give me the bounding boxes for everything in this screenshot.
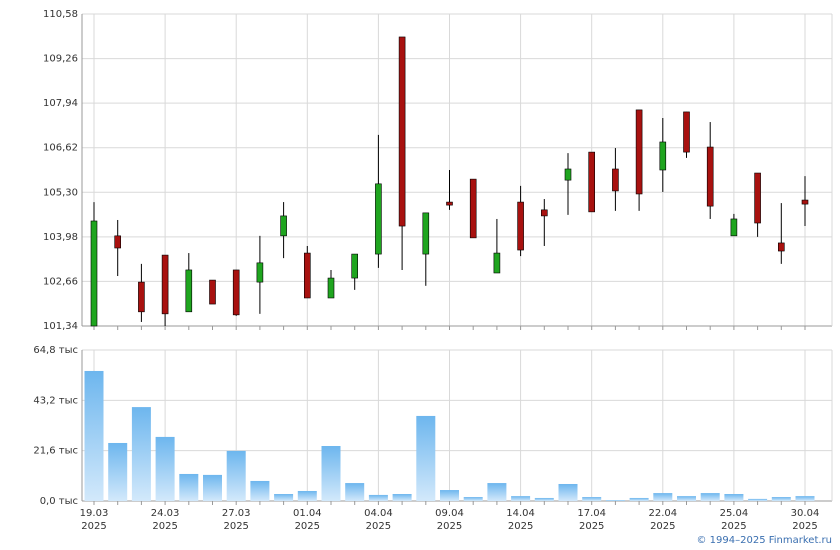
y-tick-label: 103,98: [43, 232, 78, 243]
candle-body: [517, 201, 524, 251]
candle-body: [730, 218, 738, 237]
y-tick-label: 102,66: [43, 276, 78, 287]
x-tick-label: 2025: [366, 521, 391, 532]
x-tick-label: 2025: [223, 521, 248, 532]
volume-bar: [582, 497, 602, 501]
candle-body: [635, 109, 643, 195]
candle-body: [754, 172, 761, 224]
volume-bar: [511, 496, 531, 501]
candle-body: [469, 178, 477, 239]
volume-bar: [131, 407, 151, 501]
x-tick-label: 2025: [81, 521, 106, 532]
volume-bar: [297, 490, 317, 501]
x-tick-label: 25.04: [720, 508, 749, 519]
volume-bar: [345, 483, 365, 501]
x-tick-label: 2025: [152, 521, 177, 532]
candle-body: [422, 212, 430, 255]
candle-body: [185, 269, 193, 313]
volume-bar: [250, 480, 270, 501]
volume-bar: [440, 490, 459, 501]
candle-body: [446, 201, 453, 206]
y-tick-label: 0,0 тыс: [40, 496, 78, 507]
volume-bar: [274, 494, 294, 501]
volume-bar: [700, 493, 720, 501]
volume-bar: [226, 450, 246, 501]
x-tick-label: 27.03: [222, 508, 251, 519]
volume-bar: [605, 500, 625, 501]
volume-bar: [653, 493, 673, 501]
x-tick-label: 01.04: [293, 508, 322, 519]
x-tick-label: 2025: [295, 521, 320, 532]
volume-bar: [203, 474, 222, 501]
volume-bar: [534, 497, 554, 501]
y-tick-label: 105,30: [43, 187, 78, 198]
candle-body: [138, 281, 145, 313]
volume-bar: [416, 415, 436, 501]
volume-bar: [724, 494, 744, 501]
y-tick-label: 110,58: [43, 9, 78, 20]
candle-body: [540, 209, 548, 217]
y-tick-label: 106,62: [43, 143, 78, 154]
x-tick-label: 22.04: [648, 508, 677, 519]
candle-body: [351, 253, 359, 279]
x-tick-label: 19.03: [80, 508, 109, 519]
volume-bar: [795, 496, 815, 501]
candle-body: [706, 146, 714, 207]
volume-bar: [108, 442, 128, 501]
x-tick-label: 2025: [721, 521, 746, 532]
y-tick-label: 43,2 тыс: [33, 395, 78, 406]
candle-body: [612, 168, 619, 192]
candle-body: [683, 111, 690, 153]
candle-body: [777, 242, 785, 252]
volume-bar: [558, 483, 578, 501]
x-tick-label: 2025: [579, 521, 604, 532]
x-tick-label: 30.04: [791, 508, 820, 519]
volume-bar: [463, 497, 483, 501]
volume-bar: [155, 436, 175, 501]
candle-body: [493, 252, 501, 274]
volume-bar: [368, 494, 388, 501]
volume-bar: [84, 370, 104, 501]
volume-bar: [629, 497, 649, 501]
volume-bar: [748, 498, 768, 501]
candle-body: [114, 235, 121, 249]
x-tick-label: 2025: [792, 521, 817, 532]
candle-body: [327, 277, 335, 299]
x-tick-label: 2025: [650, 521, 675, 532]
volume-bar: [392, 494, 412, 501]
y-tick-label: 21,6 тыс: [33, 446, 78, 457]
candle-body: [588, 151, 596, 213]
volume-bar: [179, 473, 199, 501]
candle-body: [398, 36, 406, 227]
y-tick-label: 64,8 тыс: [33, 345, 78, 356]
x-tick-label: 09.04: [435, 508, 464, 519]
volume-bar: [487, 483, 507, 501]
y-tick-label: 109,26: [43, 54, 78, 65]
candle-body: [659, 141, 667, 171]
volume-bar: [771, 497, 791, 501]
x-tick-label: 04.04: [364, 508, 393, 519]
candle-body: [232, 269, 240, 316]
y-tick-label: 107,94: [43, 98, 78, 109]
x-tick-label: 24.03: [151, 508, 180, 519]
y-tick-label: 101,34: [43, 321, 78, 332]
candle-body: [303, 252, 311, 299]
candle-body: [564, 168, 572, 181]
candle-body: [280, 215, 287, 237]
volume-bar: [677, 496, 696, 501]
x-tick-label: 2025: [508, 521, 533, 532]
x-tick-label: 2025: [437, 521, 462, 532]
candle-body: [90, 220, 98, 327]
candle-body: [209, 279, 216, 305]
candle-body: [161, 254, 169, 315]
volume-bar: [321, 446, 341, 501]
candle-body: [256, 262, 264, 283]
candle-body: [801, 199, 809, 205]
candle-body: [375, 183, 382, 255]
x-tick-label: 17.04: [577, 508, 606, 519]
footer[interactable]: © 1994–2025 Finmarket.ru: [696, 535, 832, 546]
x-tick-label: 14.04: [506, 508, 535, 519]
